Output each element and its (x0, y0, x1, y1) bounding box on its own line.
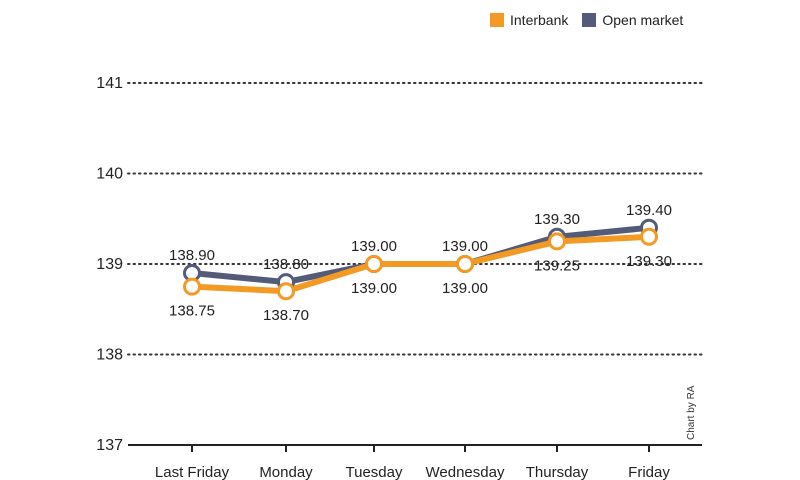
x-tick-label-4: Thursday (526, 464, 589, 480)
data-label-interbank-2: 139.00 (351, 280, 397, 297)
data-label-interbank-0: 138.75 (169, 303, 215, 320)
point-interbank-1 (277, 282, 295, 301)
legend: Interbank Open market (490, 12, 697, 28)
point-interbank-5 (640, 227, 658, 246)
x-tick-label-0: Last Friday (155, 464, 230, 480)
point-interbank-2 (365, 255, 383, 273)
x-tick-label-3: Wednesday (426, 464, 505, 480)
data-label-interbank-4: 139.25 (534, 257, 580, 274)
chart-credit: Chart by RA (686, 385, 697, 440)
data-label-open-market-3: 139.00 (442, 238, 488, 255)
x-tick-label-2: Tuesday (346, 464, 403, 480)
point-interbank-0 (183, 277, 201, 296)
data-label-interbank-1: 138.70 (263, 307, 309, 324)
data-label-open-market-4: 139.30 (534, 211, 580, 228)
series-line-interbank (189, 233, 652, 295)
legend-swatch-interbank (490, 13, 504, 27)
y-tick-label-139: 139 (96, 256, 123, 273)
point-interbank-4 (548, 232, 566, 251)
y-tick-label-141: 141 (96, 75, 123, 92)
x-tick-label-1: Monday (259, 464, 313, 480)
y-tick-label-140: 140 (96, 166, 123, 183)
data-label-interbank-5: 139.30 (626, 253, 672, 270)
data-label-interbank-3: 139.00 (442, 280, 488, 297)
y-tick-label-137: 137 (96, 437, 123, 454)
legend-label-interbank: Interbank (510, 12, 569, 28)
data-label-open-market-1: 138.80 (263, 256, 309, 273)
y-tick-label-138: 138 (96, 347, 123, 364)
legend-label-open-market: Open market (602, 12, 684, 28)
x-tick-label-5: Friday (628, 464, 670, 480)
data-label-open-market-2: 139.00 (351, 238, 397, 255)
series-line-open-market (189, 224, 652, 286)
point-interbank-3 (456, 255, 474, 273)
data-label-open-market-5: 139.40 (626, 202, 672, 219)
legend-item-interbank: Interbank (490, 12, 568, 28)
data-label-open-market-0: 138.90 (169, 247, 215, 264)
legend-swatch-open-market (582, 13, 597, 27)
legend-item-open-market: Open market (582, 12, 683, 28)
